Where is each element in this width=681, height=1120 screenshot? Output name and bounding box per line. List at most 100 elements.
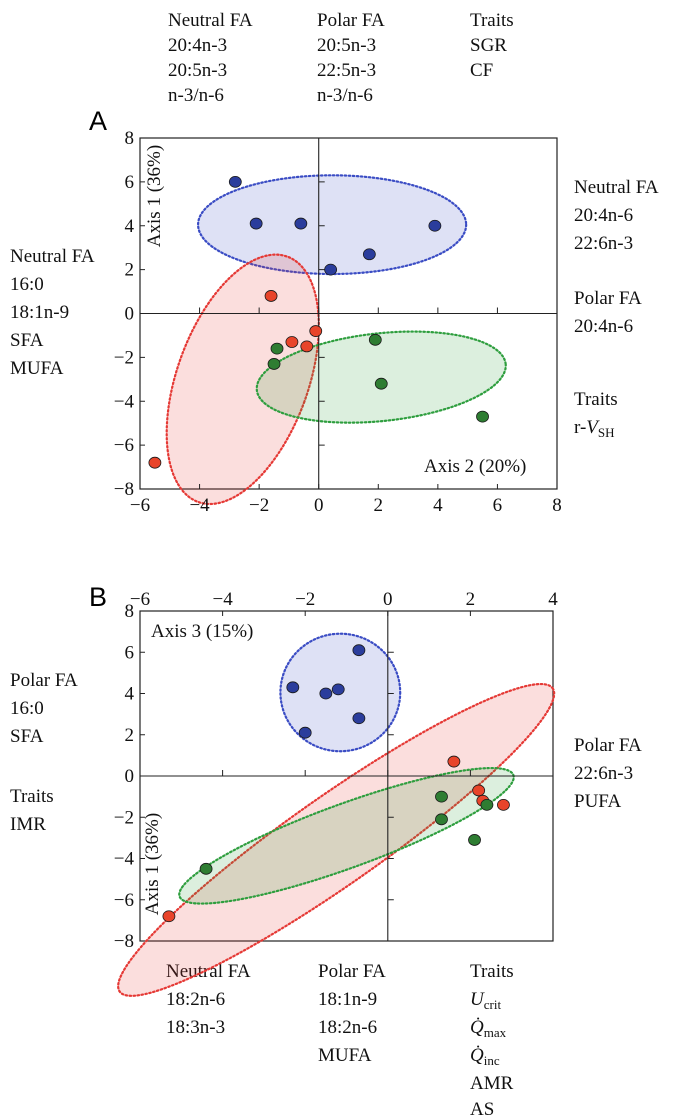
data-point-series-0 [298,726,312,739]
annotation-line: 18:1n-9 [10,302,69,323]
annotation-line: n-3/n-6 [168,85,224,106]
y-tick-label: −2 [114,347,134,368]
annotation-line: 20:5n-3 [168,60,227,81]
annotation-line: SGR [470,35,507,56]
data-point-series-1 [264,290,278,302]
panel-b-left-annotation-polar: Polar FA 16:0 SFA [10,670,78,747]
y-tick-label: −2 [114,807,134,828]
annotation-line: SFA [10,726,44,747]
panel-b-plot: 8 6 4 2 0 −2 −4 −6 −8 −6 −4 −2 0 2 4 Axis 3 (15%) Axis 1… [114,589,558,997]
y-tick-label: −4 [114,849,135,870]
x-axis-title: Axis 3 (15%) [151,621,253,642]
y-tick-label: 8 [125,601,135,622]
y-tick-label: 6 [125,172,135,193]
group-ellipse-1 [117,682,556,997]
y-axis-title: Axis 1 (36%) [142,813,163,915]
data-point-series-2 [435,790,448,803]
annotation-line: r-VSH [574,417,615,440]
data-point-series-2 [199,862,213,875]
data-point-series-0 [331,683,345,696]
annotation-heading: Traits [574,389,618,410]
data-point-series-1 [300,340,314,353]
annotation-line: AS [470,1099,494,1120]
data-point-series-2 [267,358,281,370]
annotation-line: Ucrit [470,989,501,1012]
y-tick-label: 0 [125,304,135,325]
panel-b-left-annotation-traits: Traits IMR [10,786,54,835]
annotation-line: IMR [10,814,46,835]
data-point-series-2 [270,342,284,355]
data-point-series-1 [472,784,486,797]
annotation-line: 20:4n-6 [574,205,633,226]
panel-a-right-annotation-traits: Traits r-VSH [574,389,618,440]
annotation-heading: Neutral FA [168,10,253,31]
annotation-line: MUFA [10,358,64,379]
data-point-series-0 [286,681,300,694]
x-tick-label: −4 [189,495,210,516]
annotation-heading: Polar FA [574,288,642,309]
annotation-line: PUFA [574,791,621,812]
panel-b-right-annotation: Polar FA 22:6n-3 PUFA [574,735,642,812]
annotation-heading: Polar FA [574,735,642,756]
annotation-line: 20:5n-3 [317,35,376,56]
x-tick-label: 2 [466,589,476,610]
group-ellipse-0 [196,174,468,276]
data-point-series-0 [428,219,442,232]
x-tick-label: −4 [212,589,233,610]
annotation-line: 16:0 [10,274,44,295]
annotation-line: AMR [470,1073,514,1094]
annotation-heading: Traits [10,786,54,807]
group-ellipse-1 [165,253,320,506]
x-axis-title: Axis 2 (20%) [424,456,526,477]
data-point-series-2 [374,377,388,390]
annotation-line: 22:5n-3 [317,60,376,81]
data-point-series-1 [497,798,510,811]
y-tick-label: 4 [125,216,135,237]
panel-b: B Polar FA 16:0 SFA Traits IMR Polar FA … [10,582,642,1120]
annotation-line: Q̇max [470,1016,507,1040]
data-point-series-1 [162,910,176,923]
x-tick-label: 0 [383,589,393,610]
x-tick-label: 2 [374,495,384,516]
panel-a-left-annotation: Neutral FA 16:0 18:1n-9 SFA MUFA [10,246,95,379]
data-point-series-1 [285,336,299,348]
panel-b-letter: B [89,582,107,612]
panel-a: A Neutral FA 20:4n-3 20:5n-3 n-3/n-6 Pol… [10,10,659,516]
annotation-line: 18:2n-6 [166,989,225,1010]
annotation-heading: Traits [470,10,514,31]
x-tick-label: −6 [130,495,150,516]
annotation-line: 22:6n-3 [574,233,633,254]
annotation-line: 22:6n-3 [574,763,633,784]
annotation-heading: Polar FA [10,670,78,691]
annotation-line: SFA [10,330,44,351]
panel-a-top-annotation-polar: Polar FA 20:5n-3 22:5n-3 n-3/n-6 [317,10,385,106]
y-tick-label: 0 [125,766,135,787]
data-point-series-2 [476,410,489,423]
y-tick-label: 2 [125,260,135,281]
data-point-series-0 [352,644,366,657]
annotation-heading: Polar FA [318,961,386,982]
data-point-series-0 [319,687,333,700]
x-tick-label: 4 [433,495,443,516]
y-tick-label: −4 [114,391,135,412]
annotation-heading: Neutral FA [10,246,95,267]
data-point-series-0 [352,712,366,725]
data-point-series-2 [468,834,481,846]
annotation-heading: Neutral FA [574,177,659,198]
data-point-series-0 [324,263,338,276]
data-point-series-0 [249,217,263,230]
annotation-heading: Polar FA [317,10,385,31]
annotation-line: MUFA [318,1045,372,1066]
data-point-series-2 [368,333,382,346]
x-tick-label: 4 [548,589,558,610]
data-point-series-1 [309,325,323,337]
data-point-series-0 [294,217,308,230]
annotation-line: 16:0 [10,698,44,719]
y-tick-label: −6 [114,435,134,456]
x-tick-label: −2 [295,589,315,610]
x-tick-label: −6 [130,589,150,610]
y-tick-label: 4 [125,684,135,705]
annotation-line: 18:3n-3 [166,1017,225,1038]
